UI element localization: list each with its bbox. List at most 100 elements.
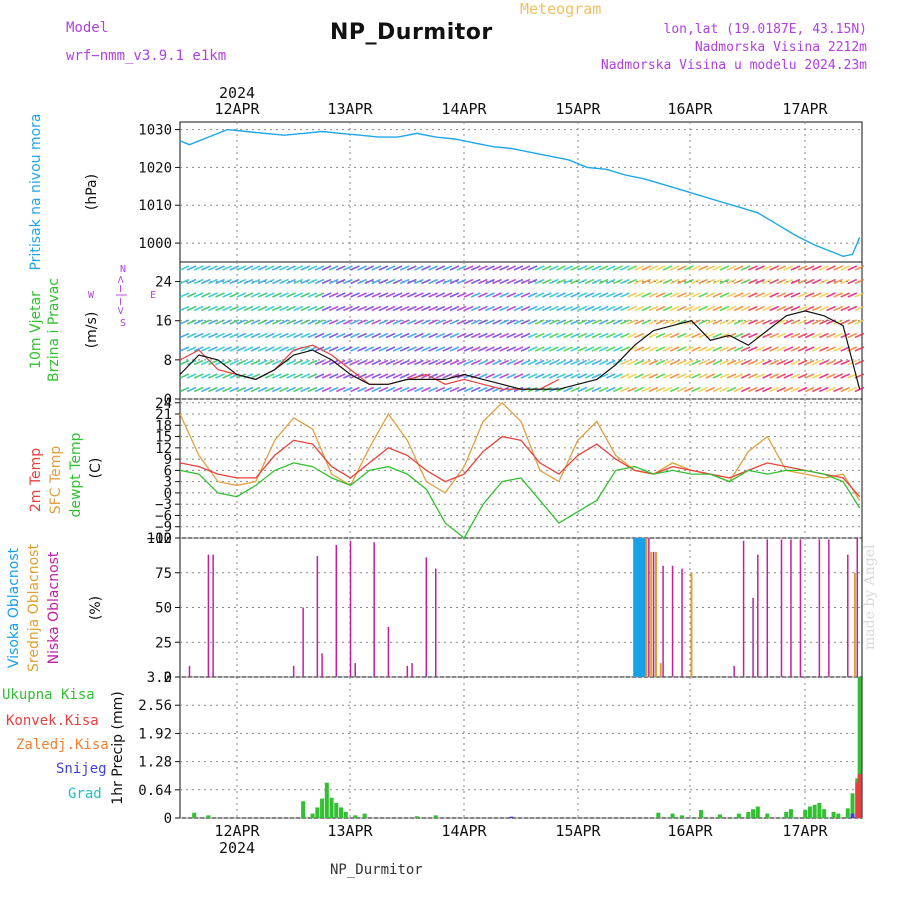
wind-barb xyxy=(620,386,630,393)
wind-barb xyxy=(378,278,389,285)
wind-barb xyxy=(584,292,595,298)
wind-barb xyxy=(676,346,687,352)
wind-barb xyxy=(605,278,616,285)
wind-barb xyxy=(335,292,346,298)
wind-barb xyxy=(179,265,190,271)
wind-barb xyxy=(854,386,865,393)
wind-barb xyxy=(492,373,502,379)
wind-barb xyxy=(776,332,787,339)
wind-barb xyxy=(350,359,360,366)
precip-bar xyxy=(670,813,675,818)
wind-barb xyxy=(222,359,232,366)
wind-barb xyxy=(691,373,701,379)
wind-barb xyxy=(620,373,630,379)
precip-tick-label: 0 xyxy=(164,811,172,827)
wind-barb xyxy=(691,332,701,339)
wind-barb xyxy=(826,305,836,312)
wind-barb xyxy=(428,319,438,325)
cloud-bar xyxy=(780,539,783,677)
wind-barb xyxy=(179,305,190,312)
temperature-tick-label: 21 xyxy=(155,407,172,423)
cloud-bar xyxy=(302,607,304,677)
wind-barb xyxy=(428,359,438,366)
precip-bar xyxy=(329,797,334,818)
precip-bar xyxy=(857,677,862,818)
temp-unit-label: (C) xyxy=(88,458,104,479)
wind-barb xyxy=(321,278,332,285)
wind-barb xyxy=(776,292,787,298)
wind-barb xyxy=(740,332,751,339)
wind-barb xyxy=(549,359,559,366)
wind-barb xyxy=(357,265,367,271)
precip-bar xyxy=(192,812,197,818)
wind-barb xyxy=(698,305,708,312)
wind-barb xyxy=(598,346,609,352)
wind-barb xyxy=(570,319,581,325)
wind-barb xyxy=(613,265,623,271)
wind-barb xyxy=(698,292,708,298)
wind-barb xyxy=(811,319,822,325)
wind-barb xyxy=(513,292,524,298)
temp-2m-line xyxy=(179,435,861,498)
precip-bar xyxy=(845,808,850,818)
wind-barb xyxy=(719,386,730,393)
wind-barb xyxy=(414,359,424,366)
wind-barb xyxy=(598,373,609,379)
wind-barb xyxy=(634,373,644,379)
wind-barb xyxy=(357,278,367,285)
wind-barb xyxy=(676,332,687,339)
wind-barb xyxy=(790,346,801,352)
wind-barb xyxy=(506,373,517,379)
wind-barb xyxy=(478,332,488,339)
wind-barb xyxy=(705,319,716,325)
wind-barb xyxy=(442,278,453,285)
wind-barb xyxy=(669,359,680,366)
wind-barb xyxy=(748,359,758,366)
wind-barb xyxy=(655,319,666,325)
wind-barb xyxy=(371,346,382,352)
wind-barb xyxy=(648,305,659,312)
wind-barb xyxy=(634,292,644,298)
wind-barb xyxy=(215,346,225,352)
wind-barb xyxy=(726,359,737,366)
wind-barb xyxy=(449,386,460,393)
precip-bar xyxy=(788,809,793,818)
wind-barb xyxy=(733,265,744,271)
wind-barb xyxy=(314,359,325,366)
wind-barb xyxy=(783,373,794,379)
wind-barb xyxy=(407,265,417,271)
wind-barb xyxy=(520,373,531,379)
wind-barb xyxy=(570,346,581,352)
top-day-label: 12APR xyxy=(214,100,260,118)
pressure-tick-label: 1010 xyxy=(138,198,172,214)
wind-barb xyxy=(442,359,453,366)
wind-barb xyxy=(257,292,268,298)
wind-barb xyxy=(797,278,808,285)
cloud-bar xyxy=(292,665,295,677)
wind-barb xyxy=(662,346,673,352)
wind-barb xyxy=(591,373,602,379)
wind-barb xyxy=(179,386,190,393)
wind-barb xyxy=(726,305,737,312)
wind-barb xyxy=(272,332,282,339)
wind-barb xyxy=(797,359,808,366)
wind-barb xyxy=(719,373,730,379)
wind-barb xyxy=(314,386,325,393)
precip-bar xyxy=(339,807,344,818)
wind-barb xyxy=(328,292,339,298)
wind-barb xyxy=(570,373,581,379)
wind-barb xyxy=(669,278,680,285)
wind-barb xyxy=(314,319,325,325)
wind-barb xyxy=(705,386,716,393)
pressure-tick-label: 1000 xyxy=(138,236,172,252)
bottom-day-label: 17APR xyxy=(782,822,828,840)
wind-barb xyxy=(321,332,332,339)
wind-barb xyxy=(272,359,282,366)
wind-barb xyxy=(627,278,637,285)
wind-barb xyxy=(755,305,765,312)
wind-barb xyxy=(712,373,723,379)
wind-barb xyxy=(506,305,517,312)
wind-barb xyxy=(769,305,779,312)
wind-barb xyxy=(378,265,389,271)
wind-barb xyxy=(584,386,595,393)
